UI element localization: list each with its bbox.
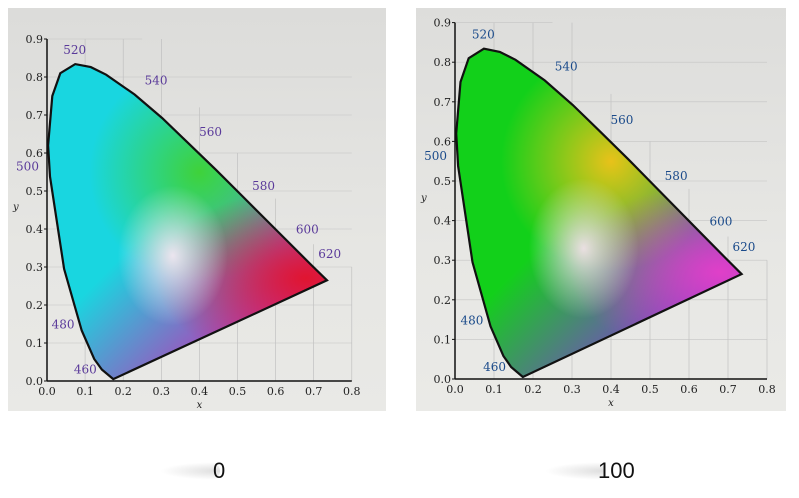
color-fill — [48, 64, 327, 380]
fill-red — [156, 188, 327, 369]
wavelength-label: 620 — [732, 240, 755, 254]
chromaticity-diagram-left: 0.0 0.1 0.2 0.3 0.4 0.5 0.6 0.7 0.8 0.0 0.1 0.2 0.3 0… — [8, 8, 386, 411]
spectral-locus — [455, 47, 744, 379]
wavelength-label: 580 — [252, 179, 275, 193]
wavelength-label: 540 — [555, 59, 578, 73]
wavelength-label: 480 — [52, 317, 75, 331]
y-tick-label: 0.3 — [434, 254, 452, 267]
x-axis-label: x — [197, 400, 203, 411]
x-tick-label: 0.1 — [485, 383, 503, 396]
x-tick-label: 0.6 — [267, 385, 285, 398]
y-tick-label: 0.5 — [26, 185, 44, 198]
caption-left: 0 — [213, 458, 226, 483]
wavelength-label: 460 — [74, 363, 97, 377]
x-tick-label: 0.2 — [524, 383, 542, 396]
y-tick-label: 0.9 — [434, 17, 452, 30]
y-tick-label: 0.6 — [434, 135, 452, 148]
x-tick-label: 0.7 — [719, 383, 737, 396]
fill-red — [570, 182, 742, 363]
y-axis-label: y — [12, 202, 19, 213]
x-tick-label: 0.4 — [602, 383, 620, 396]
wavelength-label: 620 — [318, 247, 341, 261]
fill-white — [117, 185, 228, 326]
x-tick-label: 0.3 — [563, 383, 581, 396]
x-tick-label: 0.7 — [305, 385, 323, 398]
x-tick-label: 0.2 — [114, 385, 132, 398]
y-tick-label: 0.1 — [434, 333, 452, 346]
x-tick-label: 0.5 — [641, 383, 659, 396]
y-tick-label: 0.3 — [26, 261, 44, 274]
y-tick-label: 0.1 — [26, 337, 44, 350]
y-tick-label: 0.7 — [434, 96, 452, 109]
x-tick-label: 0.0 — [38, 385, 56, 398]
caption-right: 100 — [598, 458, 635, 483]
diagram-svg: 0.0 0.1 0.2 0.3 0.4 0.5 0.6 0.7 0.8 0.0 0.1 0.2 0.3 0… — [12, 33, 361, 411]
wavelength-label: 480 — [460, 313, 483, 327]
y-tick-label: 0.7 — [26, 109, 44, 122]
x-tick-label: 0.8 — [758, 383, 776, 396]
wavelength-label: 600 — [710, 215, 733, 229]
wavelength-label: 500 — [424, 149, 447, 163]
blur-smudge — [160, 462, 220, 480]
y-tick-label: 0.4 — [26, 223, 44, 236]
spectral-locus — [46, 62, 329, 381]
y-tick-label: 0.9 — [26, 33, 44, 46]
x-tick-label: 0.5 — [229, 385, 247, 398]
wavelength-label: 520 — [472, 28, 495, 42]
wavelength-label: 460 — [483, 360, 506, 374]
y-axis-label: y — [420, 193, 427, 204]
x-tick-label: 0.0 — [446, 383, 464, 396]
y-tick-label: 0.5 — [434, 175, 452, 188]
x-tick-label: 0.6 — [680, 383, 698, 396]
x-axis-label: x — [608, 398, 614, 409]
x-tick-label: 0.3 — [153, 385, 171, 398]
wavelength-label: 520 — [63, 43, 86, 57]
color-fill — [456, 48, 742, 377]
wavelength-label: 500 — [16, 160, 39, 174]
wavelength-label: 560 — [610, 113, 633, 127]
x-tick-label: 0.1 — [76, 385, 94, 398]
y-tick-label: 0.6 — [26, 147, 44, 160]
blur-smudge — [545, 462, 605, 480]
x-tick-label: 0.4 — [191, 385, 209, 398]
wavelength-label: 600 — [296, 223, 319, 237]
y-tick-label: 0.2 — [26, 299, 44, 312]
y-tick-label: 0.0 — [26, 375, 44, 388]
fill-white — [528, 178, 639, 319]
y-tick-label: 0.8 — [26, 71, 44, 84]
y-tick-label: 0.2 — [434, 294, 452, 307]
y-tick-label: 0.8 — [434, 56, 452, 69]
wavelength-label: 580 — [665, 169, 688, 183]
wavelength-label: 560 — [199, 125, 222, 139]
x-tick-label: 0.8 — [343, 385, 361, 398]
chromaticity-diagram-right: 0.0 0.1 0.2 0.3 0.4 0.5 0.6 0.7 0.8 0.0 0.1 0.2 0.3 0… — [416, 8, 786, 411]
diagram-svg: 0.0 0.1 0.2 0.3 0.4 0.5 0.6 0.7 0.8 0.0 0.1 0.2 0.3 0… — [420, 17, 776, 409]
y-tick-label: 0.4 — [434, 215, 452, 228]
wavelength-label: 540 — [145, 73, 168, 87]
y-tick-label: 0.0 — [434, 373, 452, 386]
